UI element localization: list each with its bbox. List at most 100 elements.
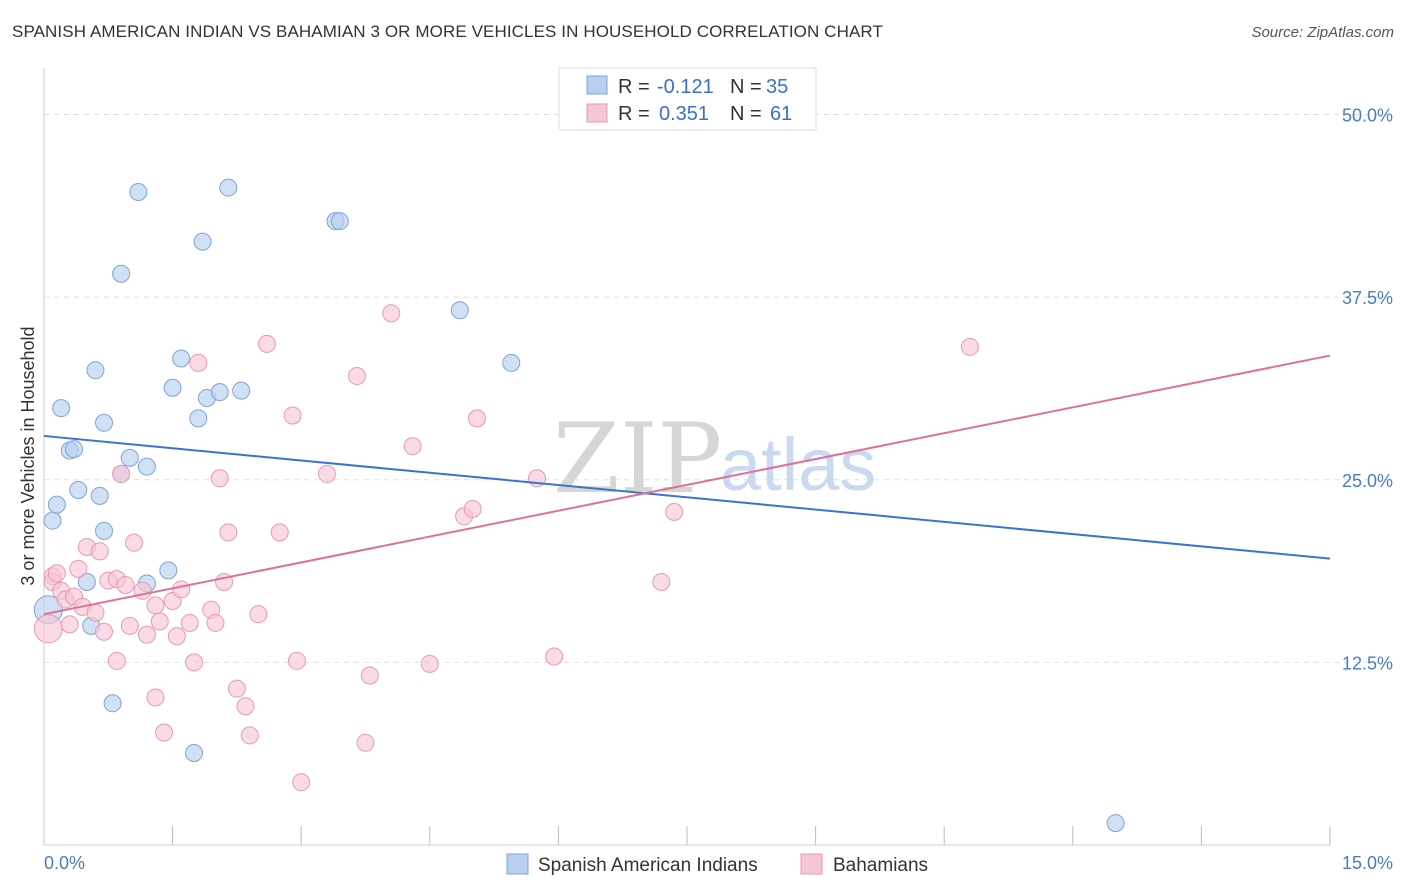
data-point-pink xyxy=(356,733,375,752)
data-point-pink xyxy=(545,647,564,666)
y-tick-labels: 12.5% 25.0% 37.5% 50.0% xyxy=(1342,106,1393,674)
data-point-blue xyxy=(159,561,178,580)
legend-swatch-blue xyxy=(586,75,608,95)
data-point-blue xyxy=(95,521,114,540)
series-legend: Spanish American Indians Bahamians xyxy=(506,853,928,876)
data-point-blue xyxy=(502,353,521,372)
data-point-pink xyxy=(125,533,144,552)
data-point-pink xyxy=(236,697,255,716)
data-point-blue xyxy=(65,440,84,459)
data-point-blue xyxy=(86,361,105,380)
x-tick-marks xyxy=(172,826,1331,845)
data-point-pink xyxy=(185,653,204,672)
series-swatch-blue xyxy=(506,853,529,875)
data-point-pink xyxy=(283,406,302,425)
data-point-pink xyxy=(206,613,225,632)
data-point-pink xyxy=(249,605,268,624)
data-point-blue xyxy=(210,383,229,402)
x-tick-label-max: 15.0% xyxy=(1342,853,1393,873)
data-point-pink xyxy=(86,603,105,622)
data-point-blue xyxy=(69,480,88,499)
data-point-pink xyxy=(180,613,199,632)
data-point-blue xyxy=(112,264,131,283)
data-point-pink xyxy=(227,679,246,698)
data-point-blue xyxy=(90,486,109,505)
stats-legend: R = -0.121 N = 35 R = 0.351 N = 61 xyxy=(558,67,817,131)
data-point-pink xyxy=(90,542,109,561)
data-point-pink xyxy=(60,615,79,634)
legend-r-value-pink: 0.351 xyxy=(659,103,709,125)
data-point-pink xyxy=(652,573,671,592)
data-point-blue xyxy=(330,212,349,231)
data-point-blue xyxy=(120,448,139,467)
data-point-pink xyxy=(287,651,306,670)
data-point-blue xyxy=(1106,814,1125,833)
data-point-blue xyxy=(189,409,208,428)
y-axis-label: 3 or more Vehicles in Household xyxy=(18,326,38,585)
data-point-pink xyxy=(137,625,156,644)
data-point-pink xyxy=(219,523,238,542)
data-point-blue xyxy=(232,381,251,400)
data-point-blue xyxy=(219,178,238,197)
data-point-pink xyxy=(960,337,979,356)
data-point-pink xyxy=(167,627,186,646)
data-point-blue xyxy=(47,495,66,514)
data-point-pink xyxy=(403,437,422,456)
data-point-blue xyxy=(77,573,96,592)
data-point-pink xyxy=(382,304,401,323)
data-point-pink xyxy=(146,596,165,615)
y-tick-label: 37.5% xyxy=(1342,288,1393,308)
data-points xyxy=(33,178,1125,833)
data-point-pink xyxy=(133,581,152,600)
y-tick-label: 25.0% xyxy=(1342,471,1393,491)
data-point-pink xyxy=(210,469,229,488)
legend-r-value-blue: -0.121 xyxy=(657,76,714,98)
series-label-blue: Spanish American Indians xyxy=(538,855,758,876)
watermark-zip: ZIP xyxy=(553,403,722,515)
data-point-blue xyxy=(103,694,122,713)
data-point-pink xyxy=(69,559,88,578)
data-point-pink xyxy=(155,723,174,742)
trend-line-pink xyxy=(43,354,1331,616)
data-point-blue xyxy=(43,511,62,530)
data-point-pink xyxy=(150,612,169,631)
data-point-pink xyxy=(665,502,684,521)
legend-n-value-pink: 61 xyxy=(770,103,792,125)
watermark-atlas: atlas xyxy=(720,423,876,506)
legend-swatch-pink xyxy=(586,103,608,123)
series-label-pink: Bahamians xyxy=(833,855,928,876)
data-point-pink xyxy=(107,651,126,670)
data-point-pink xyxy=(317,464,336,483)
data-point-pink xyxy=(95,622,114,641)
data-point-pink xyxy=(347,367,366,386)
data-point-pink xyxy=(189,353,208,372)
data-point-pink xyxy=(360,666,379,685)
data-point-blue xyxy=(163,378,182,397)
data-point-pink xyxy=(172,580,191,599)
data-point-blue xyxy=(185,743,204,762)
source-label: Source: ZipAtlas.com xyxy=(1251,24,1394,41)
data-point-pink xyxy=(270,523,289,542)
x-tick-label-min: 0.0% xyxy=(44,853,85,873)
trend-line-blue xyxy=(43,434,1331,560)
data-point-blue xyxy=(52,399,71,418)
data-point-pink xyxy=(467,409,486,428)
data-point-pink xyxy=(292,773,311,792)
y-tick-label: 50.0% xyxy=(1342,106,1393,126)
y-tick-label: 12.5% xyxy=(1342,653,1393,673)
trend-lines xyxy=(43,354,1331,616)
legend-n-label: N = xyxy=(730,103,762,125)
data-point-blue xyxy=(450,301,469,320)
series-swatch-pink xyxy=(800,853,823,875)
data-point-blue xyxy=(172,349,191,368)
data-point-pink xyxy=(420,654,439,673)
legend-r-label: R = xyxy=(618,103,650,125)
legend-r-label: R = xyxy=(618,76,650,98)
chart-title: SPANISH AMERICAN INDIAN VS BAHAMIAN 3 OR… xyxy=(12,22,883,41)
data-point-pink xyxy=(463,499,482,518)
data-point-blue xyxy=(193,232,212,251)
legend-n-value-blue: 35 xyxy=(766,76,788,98)
data-point-pink xyxy=(47,564,66,583)
data-point-pink xyxy=(240,726,259,745)
